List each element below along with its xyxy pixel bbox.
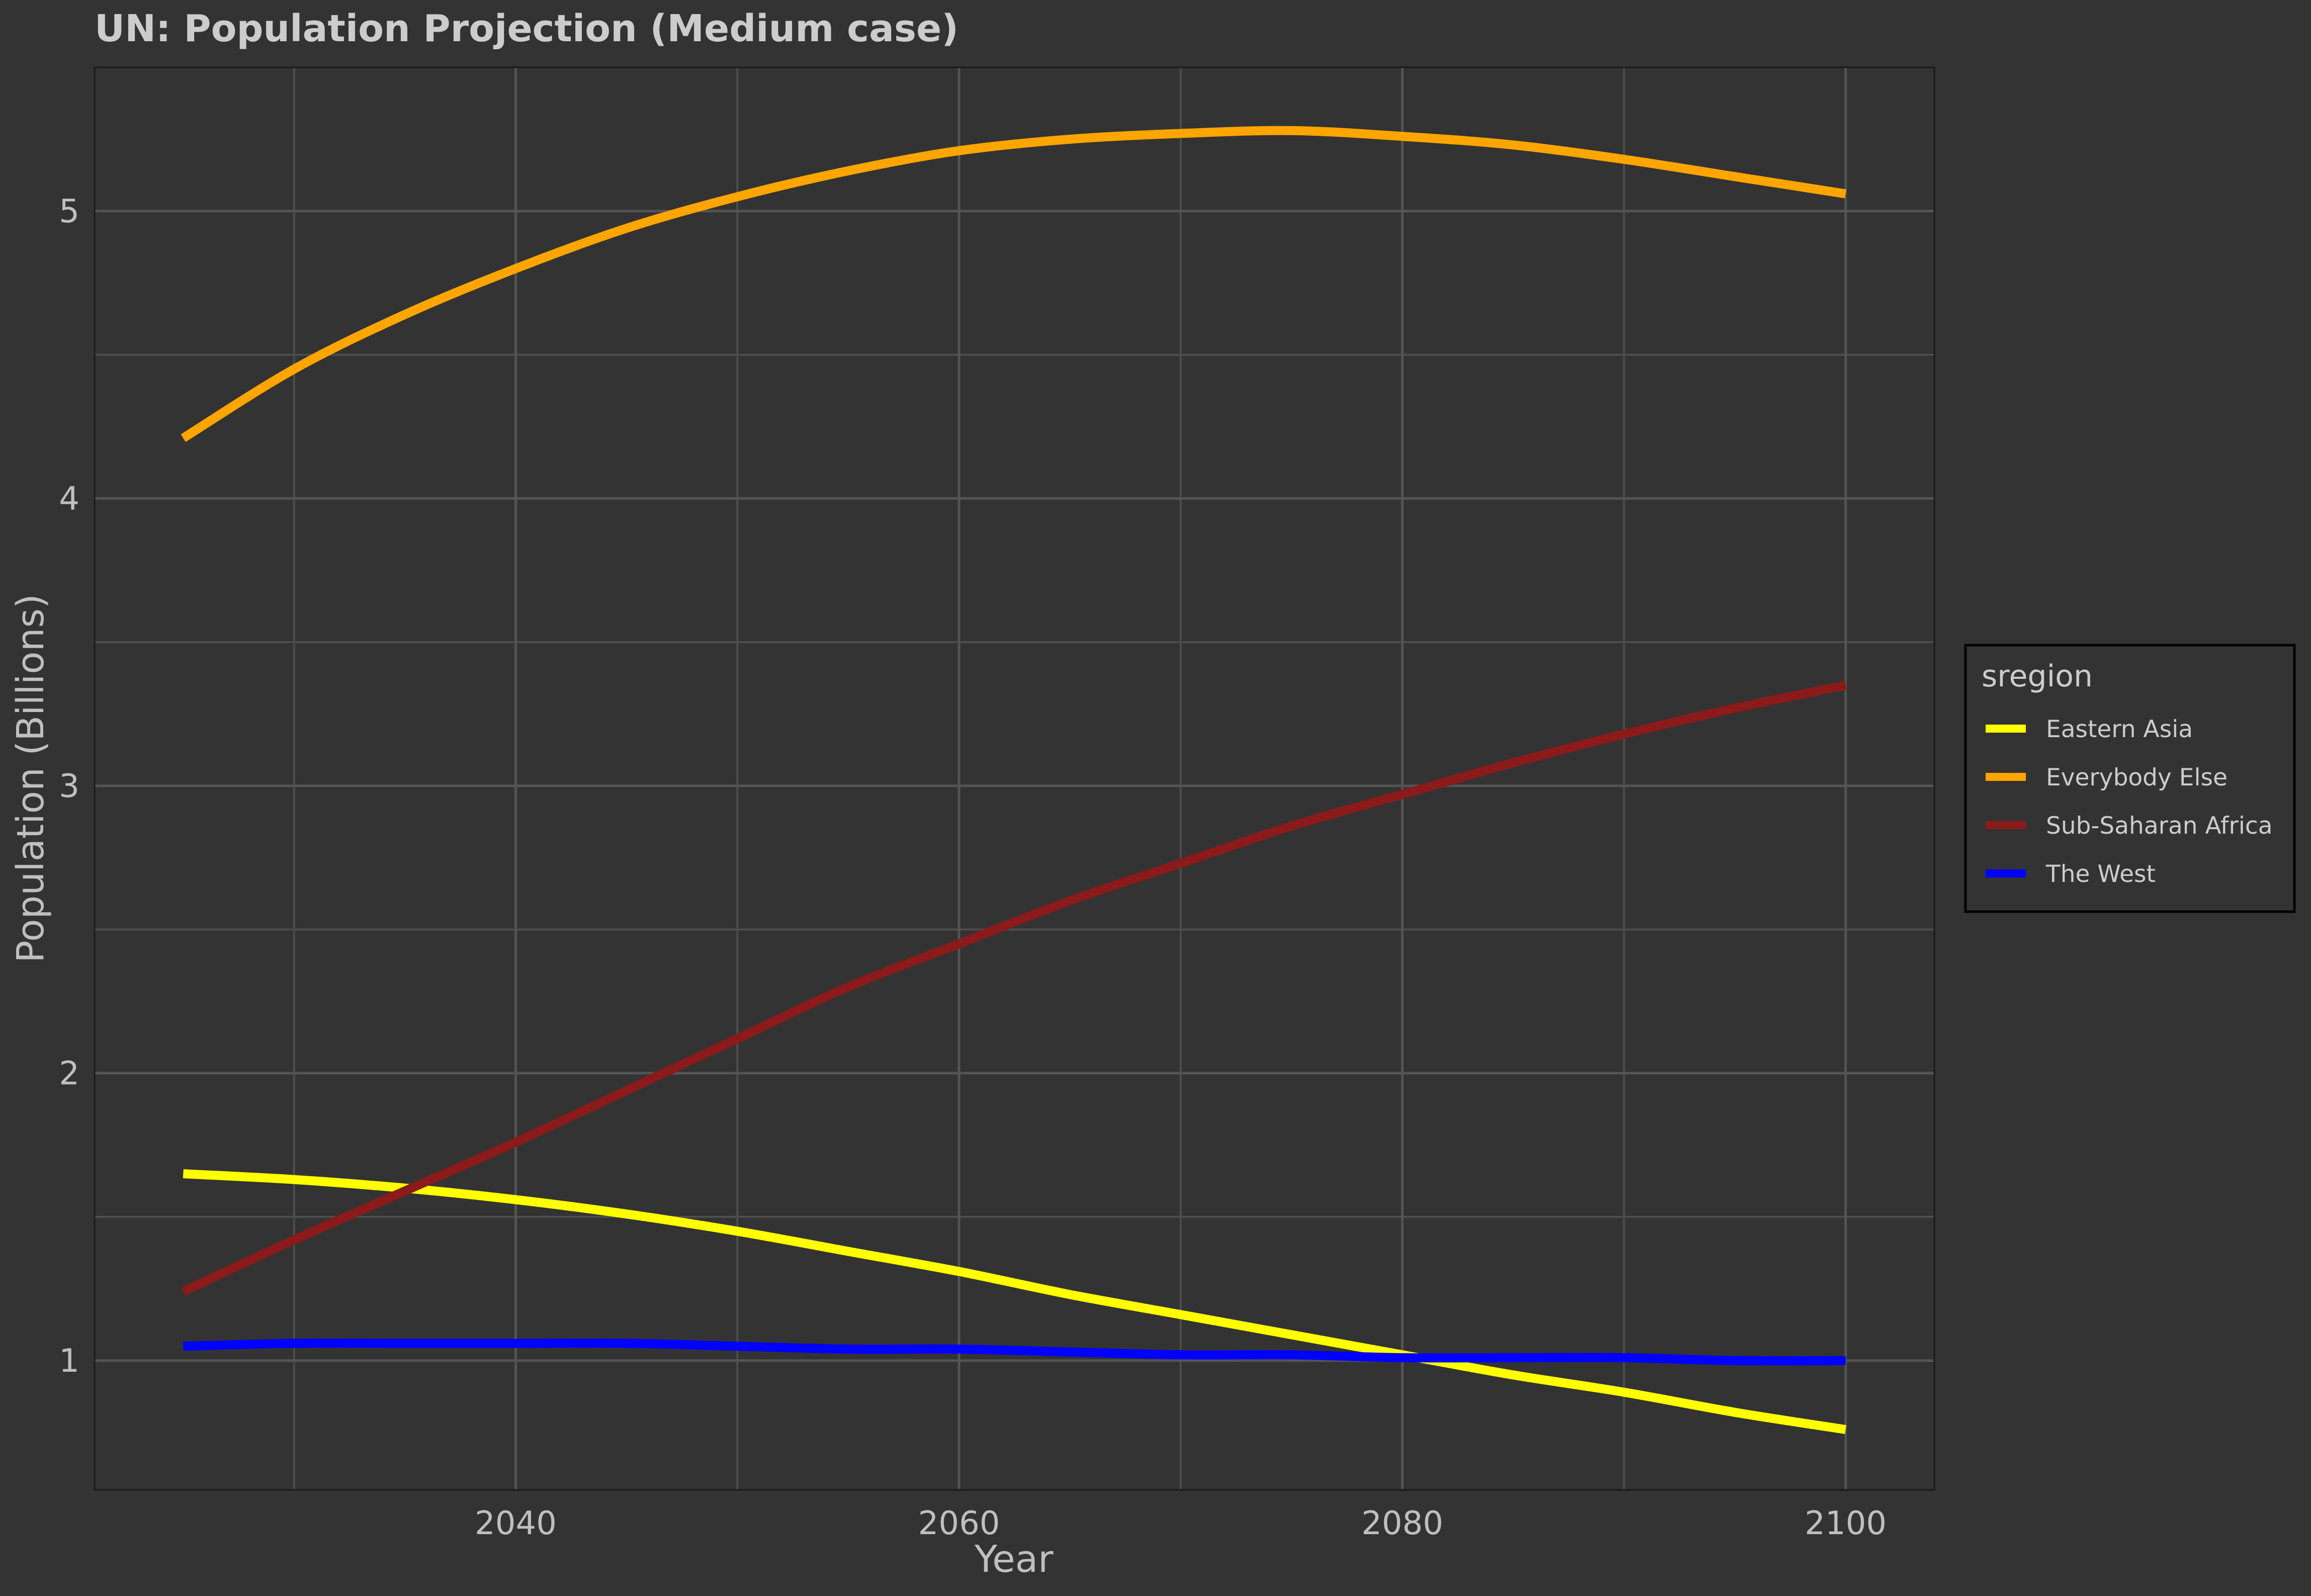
y-tick-label: 2 (59, 1055, 79, 1092)
legend-label-sub-saharan-africa: Sub-Saharan Africa (2046, 812, 2273, 840)
y-tick-label: 1 (59, 1343, 79, 1380)
x-axis-title: Year (974, 1538, 1054, 1581)
series-line-the-west (183, 1339, 1846, 1366)
series-line-eastern-asia (183, 1169, 1847, 1434)
legend: sregion Eastern Asia Everybody Else Sub-Sa… (1964, 644, 2296, 913)
major-gridlines (95, 67, 1934, 1490)
x-tick-label: 2080 (1361, 1505, 1443, 1542)
y-axis-ticks: 1 2 3 4 5 (59, 193, 79, 1380)
legend-title: sregion (1982, 659, 2093, 694)
y-tick-label: 3 (59, 768, 79, 805)
y-tick-label: 5 (59, 193, 79, 230)
minor-gridlines (95, 67, 1934, 1490)
legend-items: Eastern Asia Everybody Else Sub-Saharan Af… (1986, 716, 2273, 888)
plot-panel (95, 67, 1934, 1490)
series-line-everybody-else (181, 126, 1847, 442)
chart-title: UN: Population Projection (Medium case) (95, 7, 959, 50)
series-lines (181, 126, 1847, 1434)
x-tick-label: 2040 (475, 1505, 557, 1542)
x-tick-label: 2060 (918, 1505, 1000, 1542)
plot-border (94, 66, 1935, 1491)
legend-label-everybody-else: Everybody Else (2046, 764, 2228, 791)
y-tick-label: 4 (59, 480, 79, 517)
plot-area (94, 66, 1935, 1491)
legend-label-the-west: The West (2045, 860, 2156, 888)
x-tick-label: 2100 (1805, 1505, 1887, 1542)
y-axis-title: Population (Billions) (9, 594, 52, 963)
legend-label-eastern-asia: Eastern Asia (2046, 716, 2193, 743)
x-axis-ticks: 2040 2060 2080 2100 (475, 1505, 1887, 1542)
series-line-sub-saharan-africa (181, 680, 1847, 1296)
